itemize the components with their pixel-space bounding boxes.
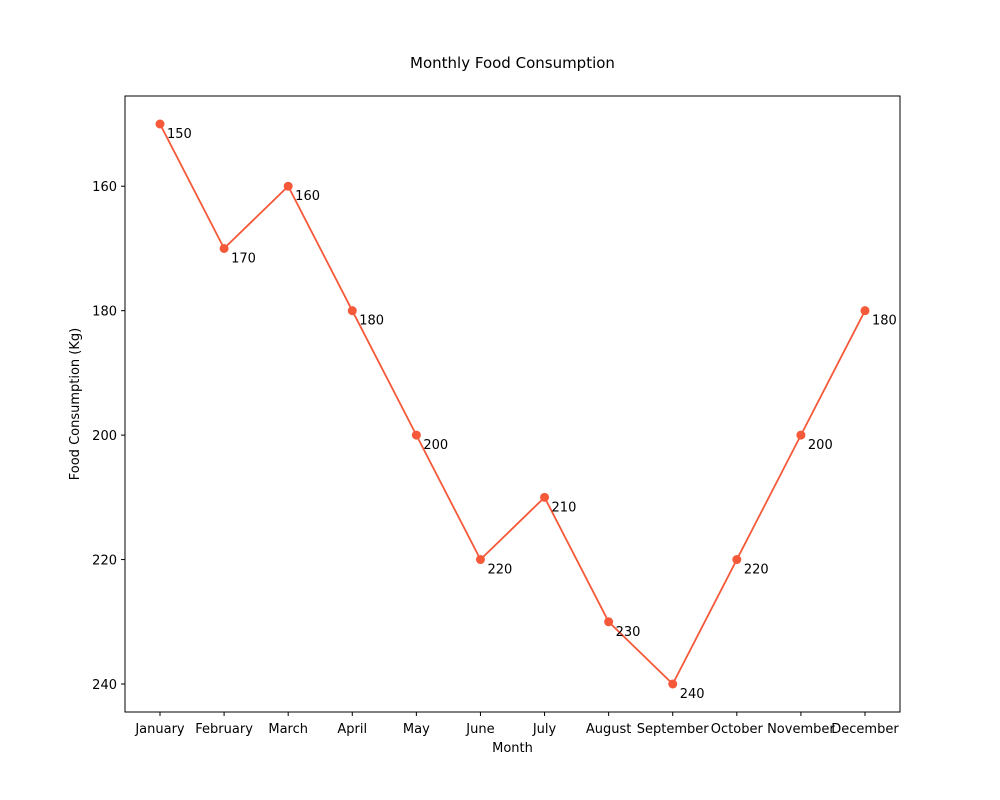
y-tick-label: 180 [92, 305, 117, 320]
chart-title: Monthly Food Consumption [410, 54, 615, 72]
data-point [604, 617, 614, 627]
data-label: 200 [423, 438, 448, 453]
data-label: 160 [295, 189, 320, 204]
data-label: 180 [359, 314, 384, 329]
data-label: 210 [552, 500, 577, 515]
data-point [796, 430, 806, 440]
data-point [540, 492, 550, 502]
y-axis-label: Food Consumption (Kg) [68, 328, 83, 480]
y-tick-label: 220 [92, 554, 117, 569]
x-axis-label: Month [492, 741, 533, 756]
data-point [860, 306, 870, 316]
data-label: 220 [487, 563, 512, 578]
x-tick-label: July [532, 722, 557, 737]
data-point [668, 679, 678, 689]
data-point [475, 555, 485, 565]
axes-frame [124, 95, 901, 713]
data-point [219, 243, 229, 253]
x-tick-label: February [195, 722, 253, 737]
data-label: 170 [231, 251, 256, 266]
data-label: 180 [872, 314, 897, 329]
x-tick-label: June [465, 722, 494, 737]
data-label: 230 [616, 625, 641, 640]
data-label: 220 [744, 563, 769, 578]
y-tick-label: 200 [92, 429, 117, 444]
data-point [155, 119, 165, 129]
x-tick-label: October [711, 722, 764, 737]
data-label: 200 [808, 438, 833, 453]
x-tick-label: November [767, 722, 835, 737]
x-tick-label: December [831, 722, 899, 737]
data-point [411, 430, 421, 440]
data-point [732, 555, 742, 565]
data-label: 150 [167, 127, 192, 142]
series-line [159, 123, 866, 686]
y-tick-label: 160 [92, 180, 117, 195]
x-tick-label: April [337, 722, 367, 737]
data-label: 240 [680, 687, 705, 702]
x-tick-label: January [134, 722, 185, 737]
x-tick-label: August [586, 722, 632, 737]
data-point [283, 181, 293, 191]
data-point [347, 306, 357, 316]
y-tick-label: 240 [92, 678, 117, 693]
plot-area: 160 180 200 220 240 January February March April… [92, 119, 899, 737]
x-tick-label: March [268, 722, 308, 737]
x-tick-label: September [637, 722, 710, 737]
x-tick-label: May [403, 722, 430, 737]
